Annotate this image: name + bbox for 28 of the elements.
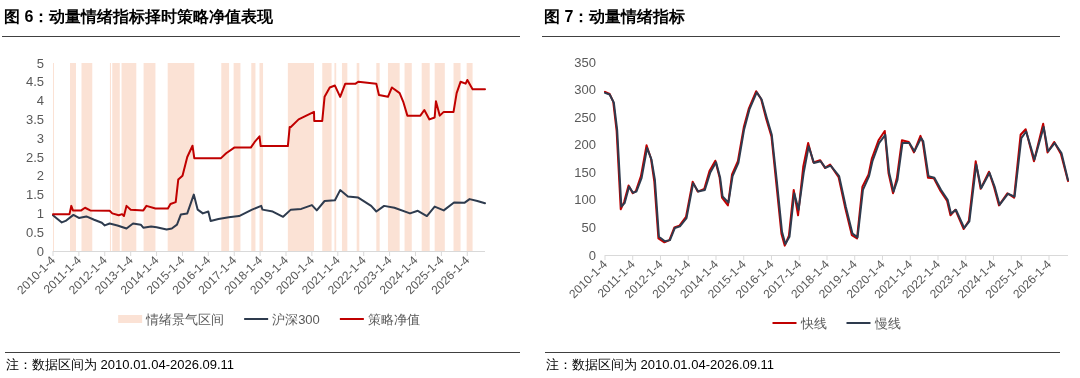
y-tick-label: 0 (36, 243, 44, 259)
y-tick-label: 3.5 (25, 111, 44, 127)
y-tick-label: 3 (36, 130, 44, 146)
y-tick-label: 0.5 (25, 224, 44, 240)
y-tick-label: 100 (574, 192, 596, 208)
y-tick-label: 0 (588, 247, 596, 263)
legend-label: 情绪景气区间 (145, 312, 225, 327)
y-tick-label: 1.5 (25, 187, 44, 203)
text: 注：数据区间为 2010.01.04-2026.09.11 (6, 357, 235, 372)
chart-title: 图 7：动量情绪指标 (544, 8, 686, 25)
y-tick-label: 5 (36, 55, 44, 71)
y-tick-label: 200 (574, 137, 596, 153)
y-tick-label: 50 (581, 219, 596, 235)
y-tick-label: 150 (574, 164, 596, 180)
y-tick-label: 4.5 (25, 74, 44, 90)
text: 注：数据区间为 2010.01.04-2026.09.11 (546, 357, 775, 372)
y-tick-label: 2.5 (25, 149, 44, 165)
y-tick-label: 2 (36, 168, 44, 184)
y-tick-label: 350 (574, 54, 596, 70)
legend-label: 快线 (799, 316, 827, 331)
y-tick-label: 250 (574, 109, 596, 125)
legend-label: 策略净值 (367, 312, 420, 327)
y-tick-label: 300 (574, 82, 596, 98)
legend-label: 沪深300 (272, 312, 320, 327)
y-tick-label: 4 (36, 93, 44, 109)
chart-title: 图 6：动量情绪指标择时策略净值表现 (4, 8, 275, 25)
y-tick-label: 1 (36, 205, 44, 221)
legend-label: 慢线 (873, 316, 901, 331)
